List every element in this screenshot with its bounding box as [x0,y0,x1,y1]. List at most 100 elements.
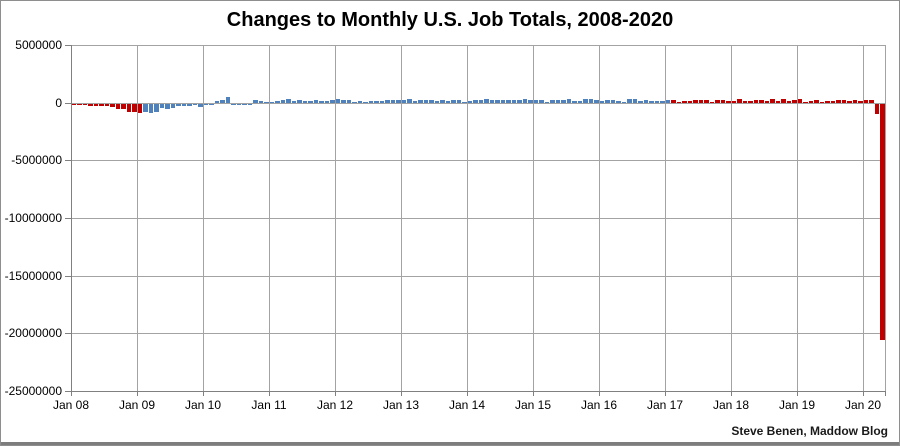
y-tick-mark [65,160,71,161]
job-change-bar [159,103,164,108]
job-change-bar [698,100,703,103]
job-change-bar [236,103,241,105]
job-change-bar [148,103,153,113]
x-tick-mark [269,391,270,396]
y-axis-line [71,45,72,396]
job-change-bar [874,103,879,114]
job-change-bar [363,101,368,103]
job-change-bar [742,100,747,103]
job-change-bar [797,99,802,103]
job-change-bar [231,103,236,106]
job-change-bar [544,101,549,103]
job-change-bar [456,99,461,103]
y-tick-mark [65,218,71,219]
x-axis-tick-label: Jan 18 [712,398,750,412]
job-change-bar [858,100,863,103]
job-change-bar [434,100,439,103]
job-change-bar [181,103,186,106]
job-change-bar [82,103,87,105]
job-change-bar [341,100,346,103]
job-change-bar [137,103,142,113]
job-change-bar [330,100,335,103]
job-change-bar [847,100,852,103]
job-change-bar [731,100,736,103]
y-gridline [71,333,885,334]
x-tick-mark [863,391,864,396]
job-change-bar [814,100,819,103]
job-change-bar [319,100,324,103]
job-change-bar [368,100,373,103]
y-axis-tick-label: -15000000 [4,269,62,283]
job-change-bar [808,100,813,103]
plot-right-border [885,45,886,391]
job-change-bar [495,99,500,103]
x-axis-line [71,391,886,392]
y-gridline [71,160,885,161]
job-change-bar [676,101,681,103]
job-change-bar [297,100,302,103]
y-tick-mark [65,103,71,104]
job-change-bar [786,101,791,103]
job-change-bar [374,100,379,103]
job-change-bar [660,100,665,103]
y-gridline [71,276,885,277]
job-change-bar [726,100,731,103]
job-change-bar [770,99,775,103]
chart-title: Changes to Monthly U.S. Job Totals, 2008… [226,9,674,31]
x-tick-mark [137,391,138,396]
job-change-bar [407,99,412,103]
job-change-bar [627,99,632,103]
job-change-bar [220,99,225,103]
job-change-bar [429,100,434,103]
job-change-bar [209,103,214,105]
job-change-bar [759,100,764,103]
job-change-bar [687,100,692,103]
job-change-bar [418,100,423,103]
attribution-text: Steve Benen, Maddow Blog [731,424,888,438]
job-change-bar [720,100,725,103]
job-change-bar [77,103,82,105]
job-change-bar [451,99,456,103]
y-tick-mark [65,391,71,392]
job-change-bar [869,99,874,103]
job-change-bar [643,99,648,103]
job-change-bar [203,103,208,105]
job-change-bar [528,99,533,103]
job-change-bar [583,99,588,103]
x-gridline [137,45,138,391]
y-tick-mark [65,276,71,277]
job-change-bar [880,103,885,341]
job-change-bar [121,103,126,110]
x-gridline [797,45,798,391]
job-change-bar [302,101,307,103]
job-change-bar [803,101,808,103]
job-change-bar [247,103,252,105]
job-change-bar [819,101,824,103]
job-change-bar [682,100,687,103]
job-change-bar [253,99,258,103]
job-change-bar [594,99,599,103]
y-axis-tick-label: -10000000 [4,211,62,225]
x-tick-mark [203,391,204,396]
job-change-bar [715,99,720,103]
job-change-bar [539,99,544,103]
job-change-bar [269,101,274,103]
job-change-bar [176,103,181,107]
job-change-bar [654,100,659,103]
y-gridline [71,45,885,46]
y-axis-tick-label: -5000000 [11,153,62,167]
y-gridline [71,218,885,219]
job-change-bar [346,99,351,103]
y-tick-mark [65,45,71,46]
job-change-bar [88,103,93,107]
x-axis-tick-label: Jan 17 [646,398,684,412]
job-change-bar [863,100,868,103]
job-change-bar [280,100,285,103]
job-change-bar [258,101,263,103]
x-gridline [863,45,864,391]
job-change-bar [335,98,340,103]
x-tick-mark [797,391,798,396]
job-change-bar [610,100,615,103]
job-change-bar [599,100,604,103]
